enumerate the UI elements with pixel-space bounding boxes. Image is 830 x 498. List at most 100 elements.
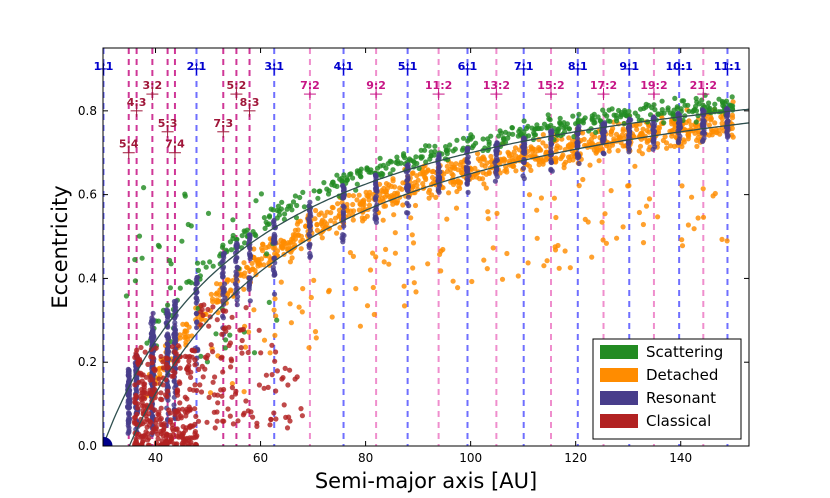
classical-point — [175, 392, 181, 398]
scattering-point — [388, 159, 394, 165]
resonant-point — [405, 194, 412, 200]
resonant-point — [405, 183, 411, 189]
detached-point — [485, 209, 491, 215]
classical-point — [250, 414, 256, 420]
detached-point — [484, 266, 490, 272]
classical-point — [245, 408, 251, 414]
resonant-point — [165, 372, 171, 378]
resonance-label-7-1: 7:1 — [514, 60, 534, 73]
detached-point — [592, 134, 598, 140]
resonant-point — [126, 417, 132, 423]
detached-point — [208, 291, 214, 297]
detached-point — [632, 163, 638, 169]
detached-point — [209, 296, 216, 302]
classical-point — [156, 376, 162, 382]
scattering-point — [406, 156, 413, 162]
detached-point — [295, 227, 301, 233]
scattering-point — [339, 175, 345, 181]
scattering-point — [547, 117, 553, 123]
resonant-point — [574, 135, 581, 141]
detached-point — [371, 311, 377, 318]
perihelion-curve-q30 — [103, 108, 749, 446]
detached-point — [691, 226, 697, 232]
legend-swatch-scattering — [600, 345, 638, 359]
classical-point — [200, 374, 206, 380]
detached-point — [312, 216, 318, 222]
detached-point — [603, 240, 610, 246]
classical-point — [239, 350, 245, 356]
resonant-point — [520, 144, 526, 150]
classical-point — [132, 382, 138, 388]
classical-point — [174, 387, 180, 393]
resonance-label-15-2: 15:2 — [537, 79, 564, 92]
classical-point — [140, 433, 146, 439]
detached-point — [580, 130, 586, 136]
scattering-point — [521, 118, 527, 124]
detached-point — [298, 246, 304, 252]
detached-point — [640, 221, 647, 228]
classical-point — [153, 416, 159, 423]
scattering-point — [394, 154, 400, 160]
scattering-point — [144, 340, 150, 346]
resonant-point — [234, 264, 240, 271]
resonant-point — [306, 231, 312, 237]
y-axis-label: Eccentricity — [48, 185, 72, 308]
resonant-point — [246, 286, 252, 292]
detached-point — [246, 329, 252, 335]
detached-point — [415, 177, 421, 183]
scattering-point — [242, 240, 248, 246]
detached-point — [681, 139, 687, 145]
scattering-point — [268, 206, 274, 212]
detached-point — [360, 218, 366, 224]
detached-point — [433, 194, 439, 200]
scattering-point — [179, 238, 185, 244]
scattering-point — [297, 194, 303, 201]
resonance-label-3-1: 3:1 — [264, 60, 284, 73]
detached-point — [512, 145, 519, 151]
legend-label-resonant: Resonant — [646, 389, 716, 407]
resonant-point — [404, 200, 410, 206]
detached-point — [242, 344, 249, 350]
resonant-point — [436, 154, 442, 160]
scattering-point — [486, 141, 492, 147]
resonant-point — [576, 160, 582, 167]
detached-point — [553, 155, 559, 161]
resonant-point — [171, 378, 177, 384]
resonant-point — [600, 133, 606, 139]
scattering-point — [595, 114, 601, 120]
detached-point — [214, 281, 220, 287]
classical-point — [169, 422, 175, 428]
resonance-label-5-3: 5:3 — [158, 117, 178, 130]
resonant-point — [234, 302, 240, 308]
detached-point — [453, 161, 459, 167]
detached-point — [413, 289, 419, 295]
scattering-point — [693, 95, 699, 102]
classical-point — [274, 368, 280, 374]
perihelion-curve-q35 — [128, 122, 749, 446]
classical-point — [225, 406, 231, 412]
detached-point — [504, 250, 510, 257]
classical-point — [174, 441, 180, 446]
scattering-point — [194, 260, 201, 266]
detached-point — [440, 246, 446, 253]
scattering-point — [626, 108, 632, 114]
resonant-point — [220, 315, 226, 321]
classical-point — [182, 353, 188, 359]
detached-point — [536, 162, 542, 168]
classical-point — [221, 386, 227, 393]
detached-point — [712, 190, 718, 197]
resonant-point — [221, 288, 227, 294]
scattering-point — [580, 117, 587, 123]
resonant-point — [600, 150, 607, 156]
detached-point — [646, 196, 653, 202]
detached-point — [717, 131, 723, 137]
detached-point — [177, 332, 183, 338]
classical-point — [132, 399, 138, 405]
scattering-point — [207, 259, 213, 265]
resonant-point — [171, 402, 177, 408]
detached-point — [450, 278, 456, 284]
scattering-point — [591, 120, 597, 126]
resonant-point — [724, 114, 730, 120]
detached-point — [483, 185, 489, 191]
resonant-point — [171, 331, 178, 337]
